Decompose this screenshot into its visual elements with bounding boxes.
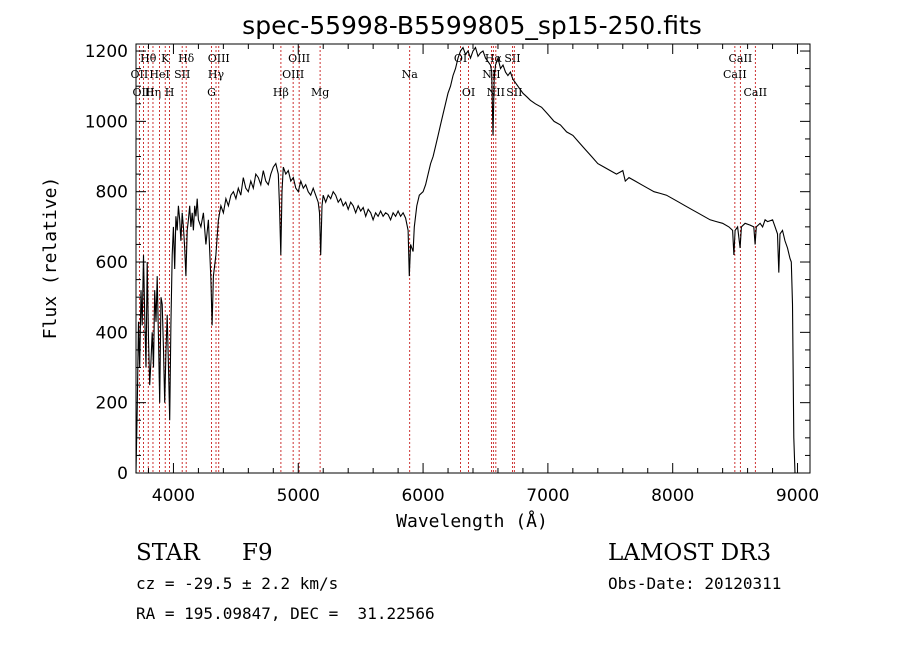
chart-title: spec-55998-B5599805_sp15-250.fits: [242, 11, 702, 40]
line-marker-label: Hβ: [273, 86, 289, 99]
y-tick-label: 200: [96, 394, 128, 414]
line-marker-label: OI: [462, 86, 475, 99]
line-marker-label: HeI: [149, 68, 169, 81]
flux-series-line: [135, 46, 796, 474]
y-tick-label: 600: [96, 253, 128, 273]
line-marker-label: Hα: [485, 52, 503, 65]
x-tick-label: 8000: [651, 486, 694, 506]
line-marker-label: SII: [504, 52, 520, 65]
y-tick-label: 1200: [85, 42, 128, 62]
line-marker-label: OII: [131, 68, 149, 81]
line-marker-label: CaII: [723, 68, 747, 81]
line-marker-label: Hγ: [208, 68, 225, 81]
line-marker-label: H: [165, 86, 175, 99]
y-tick-label: 0: [117, 464, 128, 484]
line-marker-label: Hθ: [140, 52, 157, 65]
y-tick-label: 400: [96, 323, 128, 343]
line-marker-label: CaII: [743, 86, 767, 99]
line-marker-label: Na: [402, 68, 419, 81]
x-tick-label: 5000: [277, 486, 320, 506]
line-marker-label: Hη: [145, 86, 161, 99]
velocity-readout: cz = -29.5 ± 2.2 km/s: [136, 574, 339, 593]
line-marker-label: Mg: [311, 86, 329, 99]
x-tick-label: 6000: [401, 486, 444, 506]
line-marker-label: NII: [487, 86, 505, 99]
line-marker-label: SII: [506, 86, 522, 99]
plot-frame: [135, 43, 811, 474]
line-marker-label: OIII: [288, 52, 310, 65]
y-tick-label: 1000: [85, 112, 128, 132]
x-tick-label: 9000: [776, 486, 819, 506]
x-tick-label: 4000: [152, 486, 195, 506]
x-axis-label: Wavelength (Å): [396, 510, 548, 532]
survey-name: LAMOST DR3: [608, 540, 772, 566]
line-marker-label: SII: [174, 68, 190, 81]
y-axis-label: Flux (relative): [40, 177, 61, 340]
line-marker-label: G: [207, 86, 216, 99]
line-marker-label: CaII: [729, 52, 753, 65]
y-tick-label: 800: [96, 183, 128, 203]
object-class: STAR: [136, 540, 200, 566]
axes: 4000 5000 6000 7000 8000 9000 0 200 400 600 800 100…: [85, 42, 819, 506]
line-marker-label: OIII: [132, 86, 154, 99]
coordinates: RA = 195.09847, DEC = 31.22566: [136, 604, 435, 623]
obs-date: Obs-Date: 20120311: [608, 574, 782, 593]
line-marker-label: OIII: [282, 68, 304, 81]
line-marker-label: K: [161, 52, 170, 65]
spectral-subclass: F9: [242, 540, 273, 566]
x-tick-label: 7000: [526, 486, 569, 506]
line-marker-label: OIII: [208, 52, 230, 65]
line-marker-label: Hδ: [178, 52, 195, 65]
